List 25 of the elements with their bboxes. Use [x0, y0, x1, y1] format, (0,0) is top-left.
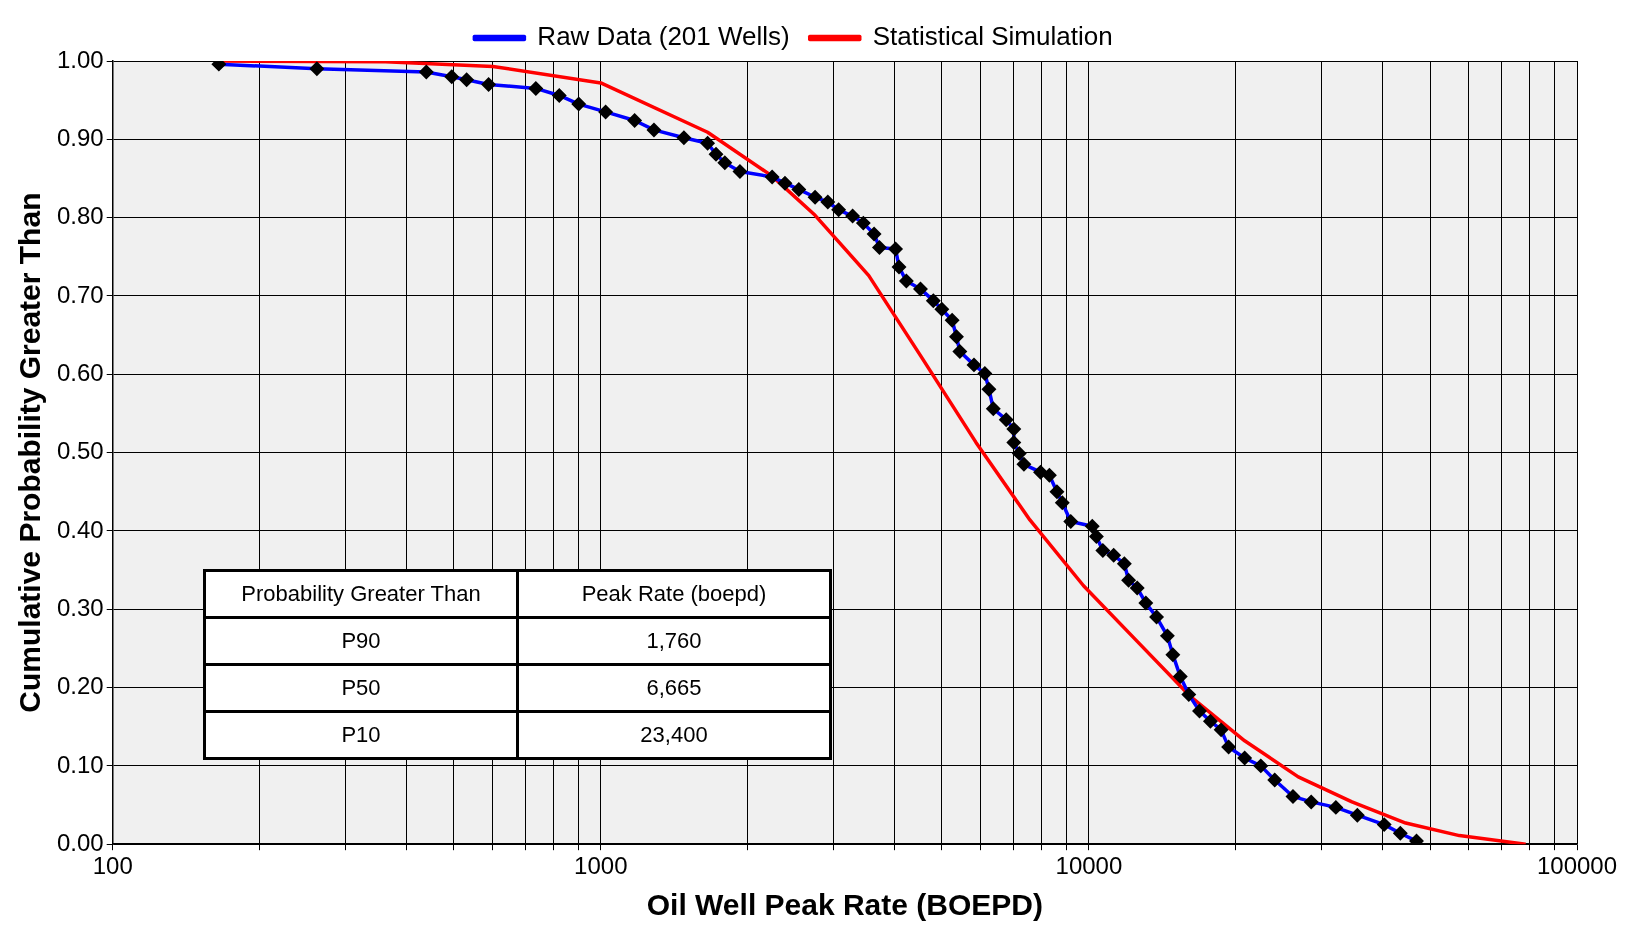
y-tick-label: 0.80: [56, 202, 104, 230]
annotation: Probability Greater Than: [204, 570, 518, 618]
y-tick-label: 0.90: [56, 123, 104, 151]
annotation: P10: [204, 711, 518, 759]
y-tick-label: 0.20: [56, 672, 104, 700]
x-tick-label: 100000: [1536, 852, 1618, 880]
annotation: 6,665: [517, 664, 831, 712]
legend-label: Statistical Simulation: [872, 21, 1113, 52]
annotation: 1,760: [517, 617, 831, 665]
y-tick-label: 0.40: [56, 515, 104, 543]
y-tick-label: 0.50: [56, 437, 104, 465]
annotation: P90: [204, 617, 518, 665]
annotation: Peak Rate (boepd): [517, 570, 831, 618]
annotation: P50: [204, 664, 518, 712]
legend-label: Raw Data (201 Wells): [537, 21, 790, 52]
x-axis-title: Oil Well Peak Rate (BOEPD): [646, 888, 1043, 922]
y-tick-label: 0.70: [56, 280, 104, 308]
y-axis-title: Cumulative Probability Greater Than: [13, 192, 47, 713]
x-tick-label: 10000: [1055, 852, 1123, 880]
x-tick-label: 1000: [574, 852, 628, 880]
y-tick-label: 1.00: [56, 45, 104, 73]
annotation: 23,400: [517, 711, 831, 759]
y-tick-label: 0.30: [56, 593, 104, 621]
y-tick-label: 0.60: [56, 358, 104, 386]
y-tick-label: 0.10: [56, 750, 104, 778]
